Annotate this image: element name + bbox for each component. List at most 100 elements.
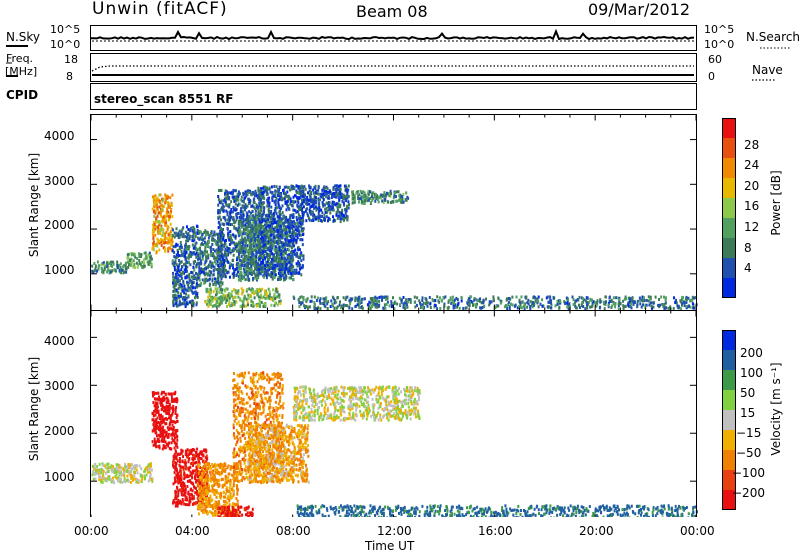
data-cell-power-panel-data-733 bbox=[195, 278, 198, 282]
data-cell-power-panel-data-3389 bbox=[301, 192, 304, 196]
data-cell-power-panel-data-3458 bbox=[315, 208, 318, 212]
data-cell-power-panel-data-3082 bbox=[269, 255, 272, 259]
data-cell-power-panel-data-2330 bbox=[261, 245, 264, 249]
data-cell-power-panel-data-3014 bbox=[302, 265, 304, 269]
data-cell-power-panel-data-992 bbox=[210, 266, 213, 269]
data-cell-power-panel-data-3110 bbox=[284, 216, 287, 219]
data-cell-power-panel-data-141 bbox=[143, 264, 145, 268]
data-cell-power-panel-data-2683 bbox=[290, 200, 292, 204]
data-cell-power-panel-data-3005 bbox=[280, 256, 283, 260]
data-cell-power-panel-data-2733 bbox=[300, 229, 303, 233]
data-cell-power-panel-data-2952 bbox=[283, 224, 286, 228]
data-cell-power-panel-data-4380 bbox=[675, 298, 677, 302]
data-cell-velocity-panel-data-25 bbox=[106, 470, 109, 474]
data-cell-power-panel-data-2840 bbox=[290, 256, 292, 260]
data-cell-power-panel-data-4588 bbox=[647, 299, 650, 303]
data-cell-power-panel-data-377 bbox=[168, 236, 171, 240]
data-cell-power-panel-data-1977 bbox=[279, 277, 281, 281]
data-cell-power-panel-data-314 bbox=[166, 196, 169, 200]
data-cell-power-panel-data-4444 bbox=[531, 301, 534, 305]
data-cell-power-panel-data-1443 bbox=[245, 265, 248, 269]
data-cell-power-panel-data-360 bbox=[171, 193, 174, 197]
data-cell-power-panel-data-1710 bbox=[240, 209, 243, 213]
data-cell-power-panel-data-4433 bbox=[393, 307, 396, 311]
data-cell-power-panel-data-4355 bbox=[531, 305, 534, 309]
data-cell-power-panel-data-3422 bbox=[328, 218, 331, 221]
data-cell-power-panel-data-4069 bbox=[664, 301, 667, 305]
data-cell-power-panel-data-4437 bbox=[624, 295, 627, 299]
data-cell-power-panel-data-735 bbox=[172, 301, 175, 305]
data-cell-power-panel-data-3900 bbox=[233, 300, 236, 303]
data-cell-power-panel-data-4407 bbox=[396, 302, 399, 306]
data-cell-power-panel-data-3530 bbox=[339, 184, 342, 188]
data-cell-power-panel-data-84 bbox=[140, 263, 142, 267]
data-cell-power-panel-data-3676 bbox=[366, 199, 369, 203]
data-cell-power-panel-data-2075 bbox=[264, 240, 267, 244]
data-cell-power-panel-data-4593 bbox=[559, 300, 562, 304]
data-cell-power-panel-data-774 bbox=[171, 259, 174, 263]
data-cell-power-panel-data-2137 bbox=[251, 247, 254, 251]
data-cell-power-panel-data-295 bbox=[169, 241, 172, 245]
data-cell-power-panel-data-1873 bbox=[265, 276, 268, 280]
data-cell-power-panel-data-978 bbox=[215, 248, 218, 252]
data-cell-power-panel-data-2604 bbox=[280, 195, 283, 199]
data-cell-power-panel-data-3133 bbox=[301, 222, 304, 226]
data-cell-power-panel-data-2394 bbox=[278, 241, 281, 245]
data-cell-power-panel-data-2291 bbox=[260, 224, 263, 228]
data-cell-power-panel-data-2642 bbox=[276, 219, 279, 223]
data-cell-power-panel-data-837 bbox=[212, 248, 215, 251]
data-cell-power-panel-data-2967 bbox=[274, 199, 277, 203]
data-cell-power-panel-data-3660 bbox=[402, 200, 405, 204]
data-cell-power-panel-data-2812 bbox=[270, 214, 273, 218]
data-cell-power-panel-data-918 bbox=[200, 262, 203, 266]
data-cell-power-panel-data-1285 bbox=[217, 251, 220, 255]
data-cell-power-panel-data-577 bbox=[179, 260, 182, 264]
data-cell-power-panel-data-1210 bbox=[229, 230, 232, 233]
data-cell-power-panel-data-2518 bbox=[276, 215, 279, 219]
data-cell-power-panel-data-3004 bbox=[262, 190, 265, 194]
data-cell-power-panel-data-2071 bbox=[253, 216, 255, 220]
data-cell-power-panel-data-3093 bbox=[282, 197, 285, 201]
data-cell-power-panel-data-4339 bbox=[587, 301, 590, 304]
data-cell-power-panel-data-4094 bbox=[669, 305, 672, 309]
data-cell-power-panel-data-4358 bbox=[308, 305, 311, 309]
data-cell-power-panel-data-3484 bbox=[309, 205, 312, 209]
data-cell-power-panel-data-849 bbox=[197, 274, 200, 278]
data-cell-velocity-panel-data-220 bbox=[138, 464, 141, 468]
data-cell-power-panel-data-4587 bbox=[386, 295, 389, 299]
data-cell-power-panel-data-4363 bbox=[584, 299, 587, 303]
data-cell-power-panel-data-4599 bbox=[413, 300, 416, 304]
data-cell-power-panel-data-2728 bbox=[272, 234, 275, 238]
data-cell-power-panel-data-3623 bbox=[359, 189, 362, 193]
data-cell-power-panel-data-792 bbox=[191, 235, 194, 239]
data-cell-power-panel-data-366 bbox=[159, 232, 162, 236]
data-cell-power-panel-data-1190 bbox=[221, 208, 224, 212]
data-cell-velocity-panel-data-187 bbox=[96, 468, 99, 472]
data-cell-power-panel-data-2729 bbox=[289, 197, 292, 201]
data-cell-power-panel-data-2225 bbox=[252, 269, 255, 273]
data-cell-power-panel-data-1502 bbox=[241, 248, 244, 252]
data-cell-power-panel-data-2108 bbox=[257, 229, 260, 233]
data-cell-power-panel-data-3585 bbox=[357, 200, 360, 204]
data-cell-power-panel-data-69 bbox=[116, 266, 119, 270]
data-cell-power-panel-data-3220 bbox=[342, 193, 345, 197]
data-cell-power-panel-data-3117 bbox=[259, 189, 262, 193]
data-cell-power-panel-data-559 bbox=[195, 255, 198, 259]
data-cell-power-panel-data-4343 bbox=[523, 307, 526, 311]
data-cell-power-panel-data-2293 bbox=[275, 229, 278, 233]
data-cell-power-panel-data-45 bbox=[112, 262, 115, 266]
data-cell-power-panel-data-330 bbox=[167, 210, 170, 214]
data-cell-power-panel-data-4260 bbox=[664, 299, 667, 302]
data-cell-power-panel-data-4496 bbox=[355, 304, 357, 308]
data-cell-power-panel-data-99 bbox=[146, 255, 149, 259]
data-cell-power-panel-data-1263 bbox=[225, 259, 227, 263]
data-cell-power-panel-data-1643 bbox=[224, 192, 226, 196]
data-cell-power-panel-data-2216 bbox=[256, 223, 259, 227]
data-cell-power-panel-data-3353 bbox=[323, 213, 326, 217]
data-cell-power-panel-data-3932 bbox=[205, 290, 208, 293]
data-cell-power-panel-data-3393 bbox=[317, 215, 320, 219]
data-cell-power-panel-data-3106 bbox=[261, 248, 264, 252]
data-cell-power-panel-data-3759 bbox=[233, 288, 236, 292]
data-cell-power-panel-data-3621 bbox=[367, 192, 370, 196]
data-cell-power-panel-data-325 bbox=[161, 234, 164, 237]
